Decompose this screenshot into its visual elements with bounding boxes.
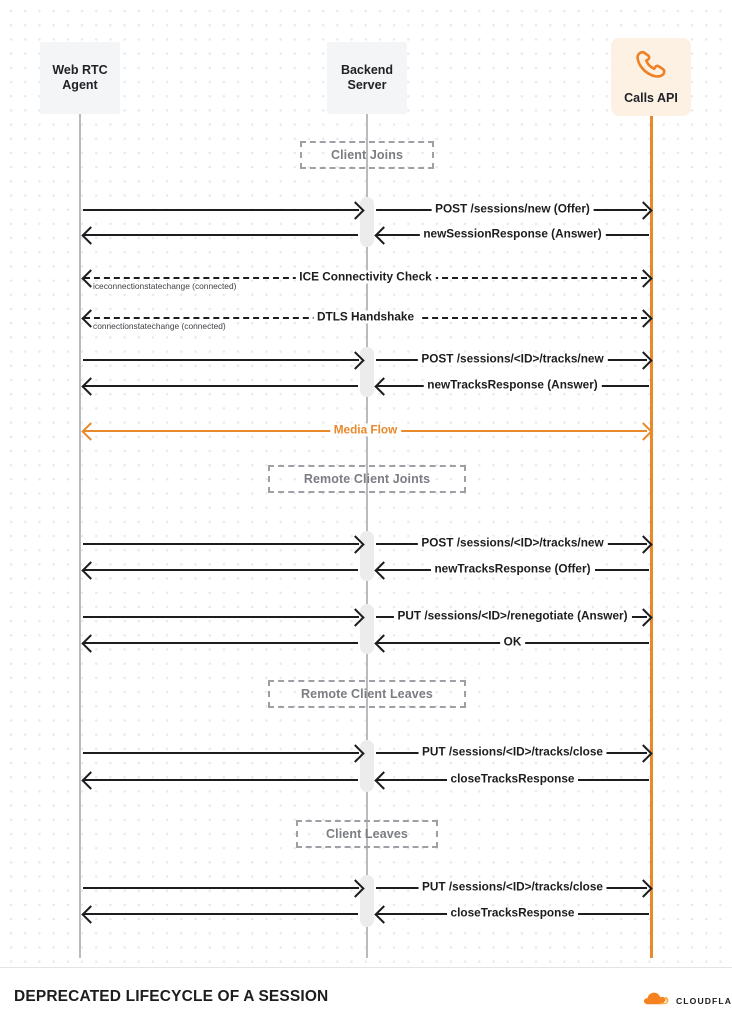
arrowhead-left <box>81 560 100 580</box>
message-label: PUT /sessions/<ID>/tracks/close <box>418 880 607 894</box>
message-label: POST /sessions/<ID>/tracks/new <box>417 536 608 550</box>
cloudflare-wordmark: CLOUDFLARE <box>676 995 732 1006</box>
lifeline-webrtc <box>79 112 81 958</box>
participant-backend[interactable]: Backend Server <box>327 42 407 114</box>
message-line <box>83 543 359 545</box>
message-line <box>83 752 359 754</box>
arrowhead-left <box>81 376 100 396</box>
activation-bar <box>360 875 374 927</box>
message-line <box>84 569 358 571</box>
message-label: PUT /sessions/<ID>/renegotiate (Answer) <box>393 609 632 623</box>
activation-bar <box>360 531 374 581</box>
section-label: Client Leaves <box>296 820 438 848</box>
message-label: closeTracksResponse <box>446 772 579 786</box>
section-label: Remote Client Joints <box>268 465 466 493</box>
section-label-text: Remote Client Leaves <box>301 687 433 701</box>
arrowhead-left <box>374 560 393 580</box>
section-label: Remote Client Leaves <box>268 680 466 708</box>
arrowhead-left <box>81 904 100 924</box>
cloudflare-logo: CLOUDFLARE <box>643 991 732 1010</box>
message-line <box>84 234 358 236</box>
message-line <box>83 209 359 211</box>
message-line <box>84 642 358 644</box>
message-label: newSessionResponse (Answer) <box>419 227 606 241</box>
arrowhead-left <box>374 376 393 396</box>
footer-divider <box>0 967 732 968</box>
activation-bar <box>360 347 374 397</box>
message-line <box>84 913 358 915</box>
message-label: DTLS Handshake <box>312 310 419 324</box>
message-line <box>84 385 358 387</box>
arrowhead-left <box>374 904 393 924</box>
page-title: DEPRECATED LIFECYCLE OF A SESSION <box>14 988 329 1005</box>
arrowhead-left <box>81 770 100 790</box>
lifeline-calls <box>649 112 653 958</box>
activation-bar <box>360 197 374 247</box>
message-annotation: iceconnectionstatechange (connected) <box>93 281 237 291</box>
arrowhead-left <box>374 633 393 653</box>
message-label: ICE Connectivity Check <box>295 270 436 284</box>
activation-bar <box>360 604 374 654</box>
participant-label: Calls API <box>624 90 678 105</box>
message-label: Media Flow <box>329 423 402 437</box>
participant-label: Web RTC Agent <box>52 63 108 92</box>
message-label: newTracksResponse (Answer) <box>423 378 602 392</box>
message-line <box>84 779 358 781</box>
message-label: POST /sessions/new (Offer) <box>431 202 594 216</box>
arrowhead-left <box>374 770 393 790</box>
arrowhead-left <box>81 633 100 653</box>
arrowhead-left <box>81 421 100 441</box>
participant-webrtc[interactable]: Web RTC Agent <box>40 42 120 114</box>
section-label: Client Joins <box>300 141 434 169</box>
arrowhead-left <box>81 225 100 245</box>
message-annotation: connectionstatechange (connected) <box>93 321 226 331</box>
message-line <box>83 359 359 361</box>
arrowhead-left <box>374 225 393 245</box>
footer-background <box>0 967 732 1019</box>
message-label: POST /sessions/<ID>/tracks/new <box>417 352 608 366</box>
message-line <box>83 616 359 618</box>
section-label-text: Client Leaves <box>326 827 408 841</box>
message-label: newTracksResponse (Offer) <box>430 562 595 576</box>
participant-calls[interactable]: Calls API <box>611 38 691 116</box>
section-label-text: Remote Client Joints <box>303 472 431 486</box>
message-label: closeTracksResponse <box>446 906 579 920</box>
message-line <box>83 887 359 889</box>
phone-icon <box>634 49 668 85</box>
activation-bar <box>360 740 374 792</box>
cloudflare-cloud-icon <box>643 991 671 1010</box>
message-label: OK <box>499 635 526 649</box>
section-label-text: Client Joins <box>330 148 403 162</box>
participant-label: Backend Server <box>340 63 394 92</box>
message-label: PUT /sessions/<ID>/tracks/close <box>418 745 607 759</box>
